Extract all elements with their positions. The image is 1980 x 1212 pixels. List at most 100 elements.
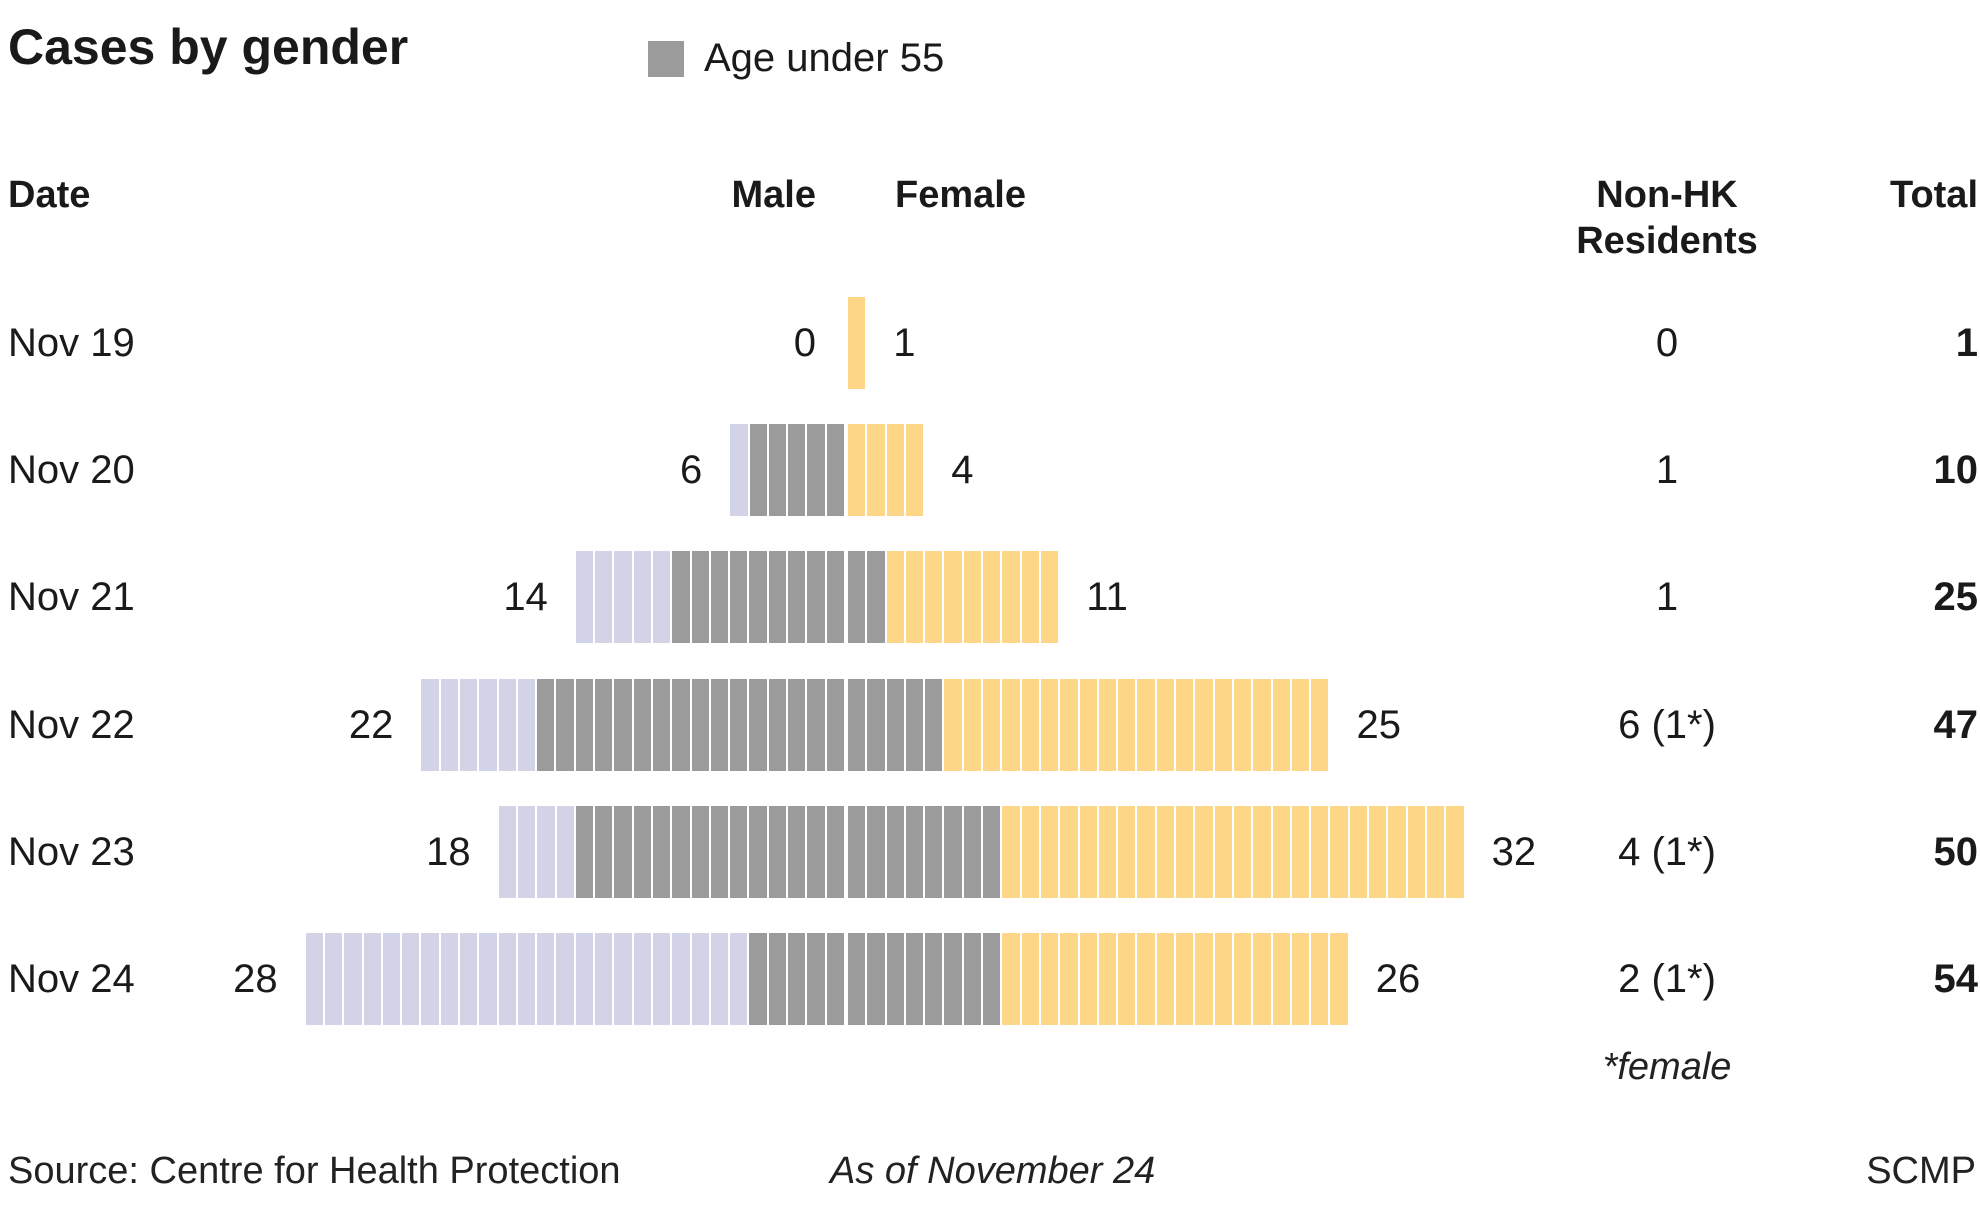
- male-case-cell-55plus: [440, 679, 458, 771]
- female-case-cell-55plus: [1272, 933, 1290, 1025]
- male-case-cell-under55: [788, 679, 806, 771]
- male-bar: [730, 424, 844, 516]
- female-case-cell-under55: [944, 933, 962, 1025]
- female-case-cell-55plus: [1176, 933, 1194, 1025]
- male-case-cell-55plus: [653, 551, 671, 643]
- column-header-total: Total: [1890, 174, 1978, 216]
- female-case-cell-under55: [983, 806, 1001, 898]
- female-case-cell-55plus: [1407, 806, 1425, 898]
- female-bar: [848, 806, 1464, 898]
- male-case-cell-55plus: [537, 933, 555, 1025]
- legend-under55-label: Age under 55: [704, 36, 945, 80]
- female-case-cell-55plus: [1176, 679, 1194, 771]
- female-case-cell-55plus: [1233, 933, 1252, 1025]
- female-case-cell-55plus: [1233, 806, 1252, 898]
- male-bar: [498, 806, 844, 898]
- male-case-cell-under55: [730, 806, 748, 898]
- female-case-cell-55plus: [1040, 679, 1059, 771]
- row-nov-19: Nov 19 0 1 0 1: [0, 297, 1980, 389]
- male-case-cell-under55: [652, 806, 671, 898]
- male-case-cell-55plus: [402, 933, 420, 1025]
- male-case-cell-under55: [691, 551, 709, 643]
- non-hk-residents-value: 4 (1*): [1618, 830, 1716, 874]
- legend-under55-swatch: [648, 40, 684, 77]
- male-case-cell-under55: [768, 806, 787, 898]
- male-case-cell-under55: [633, 806, 651, 898]
- male-case-cell-55plus: [556, 806, 574, 898]
- male-case-cell-under55: [730, 679, 748, 771]
- female-case-cell-55plus: [1272, 806, 1290, 898]
- female-case-cell-55plus: [1079, 933, 1097, 1025]
- female-case-cell-55plus: [1002, 806, 1020, 898]
- male-case-cell-under55: [672, 806, 690, 898]
- female-bar: [848, 933, 1348, 1025]
- male-case-cell-under55: [788, 933, 806, 1025]
- male-case-cell-55plus: [633, 551, 651, 643]
- male-case-cell-55plus: [498, 679, 516, 771]
- male-case-cell-55plus: [633, 933, 651, 1025]
- male-case-cell-under55: [537, 679, 555, 771]
- female-case-cell-55plus: [1176, 806, 1194, 898]
- female-bar: [848, 424, 924, 516]
- total-value: 25: [1933, 575, 1979, 619]
- female-count-label: 1: [893, 321, 916, 365]
- male-case-cell-under55: [807, 551, 825, 643]
- female-case-cell-55plus: [1060, 806, 1078, 898]
- male-case-cell-under55: [826, 933, 844, 1025]
- female-case-cell-55plus: [1253, 933, 1271, 1025]
- female-case-cell-55plus: [1118, 806, 1136, 898]
- female-case-cell-55plus: [848, 424, 866, 516]
- male-case-cell-under55: [556, 679, 574, 771]
- male-case-cell-under55: [788, 551, 806, 643]
- male-case-cell-under55: [768, 424, 787, 516]
- female-case-cell-55plus: [983, 679, 1001, 771]
- male-case-cell-55plus: [498, 933, 516, 1025]
- row-nov-22: Nov 22 22 25 6 (1*) 47: [0, 679, 1980, 771]
- female-case-cell-under55: [905, 679, 924, 771]
- female-case-cell-55plus: [1214, 679, 1232, 771]
- male-case-cell-under55: [614, 679, 632, 771]
- male-case-cell-55plus: [537, 806, 555, 898]
- male-case-cell-55plus: [479, 679, 497, 771]
- male-case-cell-under55: [749, 806, 767, 898]
- male-case-cell-under55: [595, 806, 613, 898]
- female-case-cell-55plus: [1021, 679, 1039, 771]
- male-case-cell-under55: [633, 679, 651, 771]
- male-case-cell-under55: [749, 551, 767, 643]
- female-case-cell-55plus: [1098, 933, 1117, 1025]
- female-case-cell-55plus: [1002, 933, 1020, 1025]
- male-case-cell-under55: [749, 933, 767, 1025]
- male-case-cell-55plus: [305, 933, 323, 1025]
- female-case-cell-55plus: [1040, 806, 1059, 898]
- male-case-cell-55plus: [672, 933, 690, 1025]
- female-case-cell-under55: [925, 806, 943, 898]
- female-case-cell-55plus: [1388, 806, 1406, 898]
- male-case-cell-under55: [788, 806, 806, 898]
- row-nov-20: Nov 20 6 4 1 10: [0, 424, 1980, 516]
- column-header-non-hk-residents: Non-HK Residents: [1527, 172, 1807, 264]
- male-case-cell-under55: [768, 679, 787, 771]
- column-header-non-hk-line1: Non-HK: [1596, 174, 1738, 216]
- female-case-cell-55plus: [1040, 933, 1059, 1025]
- male-count-label: 28: [233, 957, 278, 1001]
- male-case-cell-55plus: [614, 933, 632, 1025]
- female-case-cell-under55: [848, 551, 866, 643]
- female-bar: [848, 551, 1059, 643]
- female-case-cell-under55: [848, 679, 866, 771]
- male-count-label: 14: [503, 575, 548, 619]
- female-case-cell-55plus: [1195, 933, 1213, 1025]
- legend: Age under 55: [648, 36, 944, 81]
- female-count-label: 4: [951, 448, 974, 492]
- date-label: Nov 19: [8, 321, 135, 365]
- male-case-cell-55plus: [710, 933, 729, 1025]
- male-case-cell-55plus: [595, 551, 613, 643]
- male-case-cell-under55: [672, 679, 690, 771]
- total-value: 10: [1933, 448, 1979, 492]
- female-case-cell-55plus: [1369, 806, 1387, 898]
- female-case-cell-55plus: [1426, 806, 1445, 898]
- female-bar: [848, 679, 1329, 771]
- female-case-cell-55plus: [1311, 933, 1329, 1025]
- male-case-cell-55plus: [498, 806, 516, 898]
- male-count-label: 0: [793, 321, 816, 365]
- male-case-cell-under55: [826, 424, 844, 516]
